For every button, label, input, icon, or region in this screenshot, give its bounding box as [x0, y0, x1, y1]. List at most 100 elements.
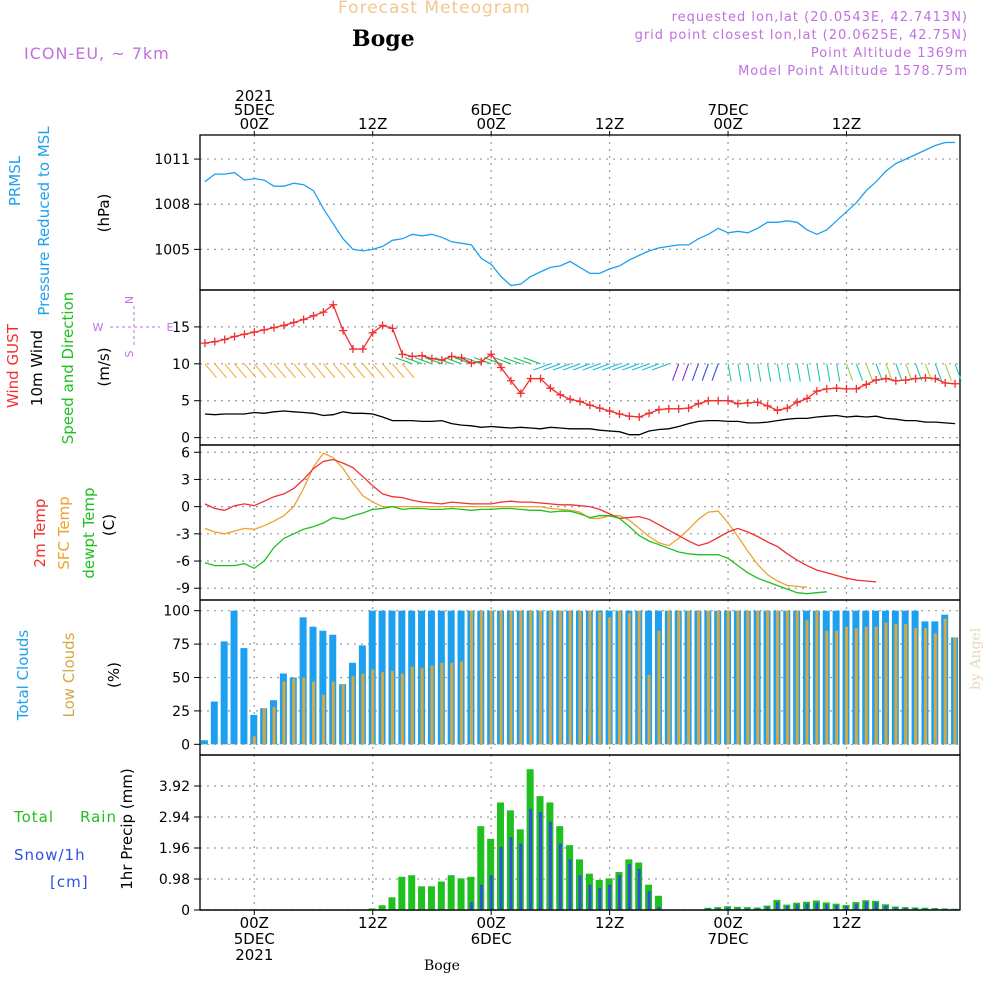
- wind-direction-arrow: [641, 363, 660, 371]
- total-clouds-bar: [210, 701, 218, 745]
- wind-direction-arrow: [424, 357, 443, 365]
- top-time-label: 00Z: [240, 115, 269, 133]
- wind-direction-arrow: [533, 363, 551, 371]
- snow-bar: [844, 906, 848, 910]
- wind-gust-marker: [506, 376, 515, 385]
- total-clouds-bar: [250, 714, 258, 745]
- wind-gust-marker: [437, 356, 446, 365]
- snow-bar: [805, 903, 809, 910]
- rain-bar: [408, 875, 416, 910]
- low-clouds-bar: [716, 610, 720, 745]
- wind-gust-marker: [901, 376, 910, 385]
- wind-direction-arrow: [513, 357, 531, 365]
- wind-gust-marker: [595, 404, 604, 413]
- compass-s: S: [123, 350, 136, 357]
- low-clouds-bar: [923, 628, 927, 745]
- top-time-label: 5DEC: [234, 101, 275, 119]
- model-altitude: Model Point Altitude 1578.75m: [738, 64, 968, 79]
- low-clouds-bar: [509, 610, 513, 745]
- precip-snow-unit: [cm]: [50, 873, 89, 891]
- wind-direction-arrow: [806, 363, 811, 382]
- rain-bar: [418, 886, 426, 910]
- snow-bar: [904, 907, 908, 910]
- wind-direction-arrow: [934, 363, 942, 381]
- wind-gust-marker: [427, 354, 436, 363]
- low-clouds-bar: [469, 610, 473, 745]
- wind-direction-arrow: [553, 363, 571, 371]
- low-clouds-bar: [598, 612, 602, 745]
- wind-gust-marker: [822, 384, 831, 393]
- snow-bar: [933, 908, 937, 910]
- wind-gust-marker: [270, 323, 279, 332]
- pressure-ytick-label: 1005: [154, 242, 190, 258]
- wind-gust-marker: [891, 376, 900, 385]
- wind-direction-arrow: [372, 363, 385, 378]
- low-clouds-bar: [608, 617, 612, 745]
- wind-direction-arrow: [826, 363, 831, 382]
- precip-ytick-label: 3.92: [159, 779, 190, 795]
- clouds-ytick-label: 0: [181, 737, 190, 753]
- snow-bar: [558, 843, 562, 910]
- bottom-time-label: 2021: [235, 946, 273, 964]
- snow-bar: [874, 902, 878, 910]
- wind-gust-marker: [951, 379, 960, 388]
- low-clouds-bar: [775, 610, 779, 745]
- rain-bar: [477, 826, 485, 910]
- wind-direction-arrow: [303, 363, 316, 378]
- wind-direction-arrow: [836, 363, 841, 382]
- clouds-ytick-label: 25: [172, 704, 190, 720]
- wind-gust-marker: [645, 409, 654, 418]
- bottom-time-label: 5DEC: [234, 930, 275, 948]
- wind-direction-arrow: [582, 363, 600, 371]
- wind-direction-arrow: [395, 357, 413, 365]
- wind-direction-arrow: [214, 363, 227, 378]
- wind-gust-marker: [299, 315, 308, 324]
- wind-gust-marker: [348, 345, 357, 354]
- snow-bar: [588, 884, 592, 910]
- low-clouds-bar: [795, 610, 799, 745]
- low-clouds-bar: [706, 610, 710, 745]
- clouds-ytick-label: 100: [163, 604, 190, 620]
- low-clouds-bar: [667, 610, 671, 745]
- wind-gust-marker: [546, 384, 555, 393]
- low-clouds-bar: [864, 626, 868, 745]
- wind-direction-arrow: [944, 363, 952, 381]
- wind-gust-marker: [200, 339, 209, 348]
- low-clouds-bar: [420, 668, 424, 745]
- low-clouds-bar: [953, 637, 957, 745]
- wind-gust-marker: [842, 384, 851, 393]
- temp-ytick-label: 0: [181, 500, 190, 516]
- temp-ytick-label: 3: [181, 472, 190, 488]
- snow-bar: [617, 875, 621, 910]
- wind-direction-arrow: [543, 363, 561, 371]
- wind-gust-marker: [941, 379, 950, 387]
- wind-gust-marker: [516, 389, 525, 398]
- wind-direction-arrow: [691, 363, 699, 381]
- wind-gust-marker: [832, 384, 841, 393]
- wind-direction-arrow: [562, 363, 581, 371]
- bottom-time-label: 00Z: [240, 914, 269, 932]
- low-clouds-bar: [657, 630, 661, 745]
- snow-bar: [825, 904, 829, 910]
- wind-direction-arrow: [747, 363, 752, 382]
- wind-gust-marker: [566, 395, 575, 404]
- wind-direction-arrow: [523, 357, 541, 365]
- low-clouds-bar: [331, 681, 335, 745]
- wind-ytick-label: 10: [172, 357, 190, 373]
- wind-gust-marker: [605, 407, 614, 416]
- low-clouds-bar: [884, 622, 888, 745]
- snow-bar: [864, 901, 868, 910]
- snow-bar: [835, 905, 839, 910]
- wind-direction-arrow: [631, 363, 650, 371]
- top-time-label: 12Z: [358, 115, 387, 133]
- model-label: ICON-EU, ~ 7km: [24, 44, 170, 63]
- wind-gust-marker: [625, 412, 634, 421]
- wind-direction-arrow: [444, 357, 462, 365]
- wind-gust-marker: [279, 321, 288, 330]
- wind-gust-marker: [309, 311, 318, 320]
- bottom-time-label: 12Z: [358, 914, 387, 932]
- bottom-time-label: 00Z: [476, 914, 505, 932]
- wind-gust-marker: [862, 380, 871, 389]
- wind-gust-marker: [467, 359, 476, 368]
- wind-direction-arrow: [322, 363, 336, 378]
